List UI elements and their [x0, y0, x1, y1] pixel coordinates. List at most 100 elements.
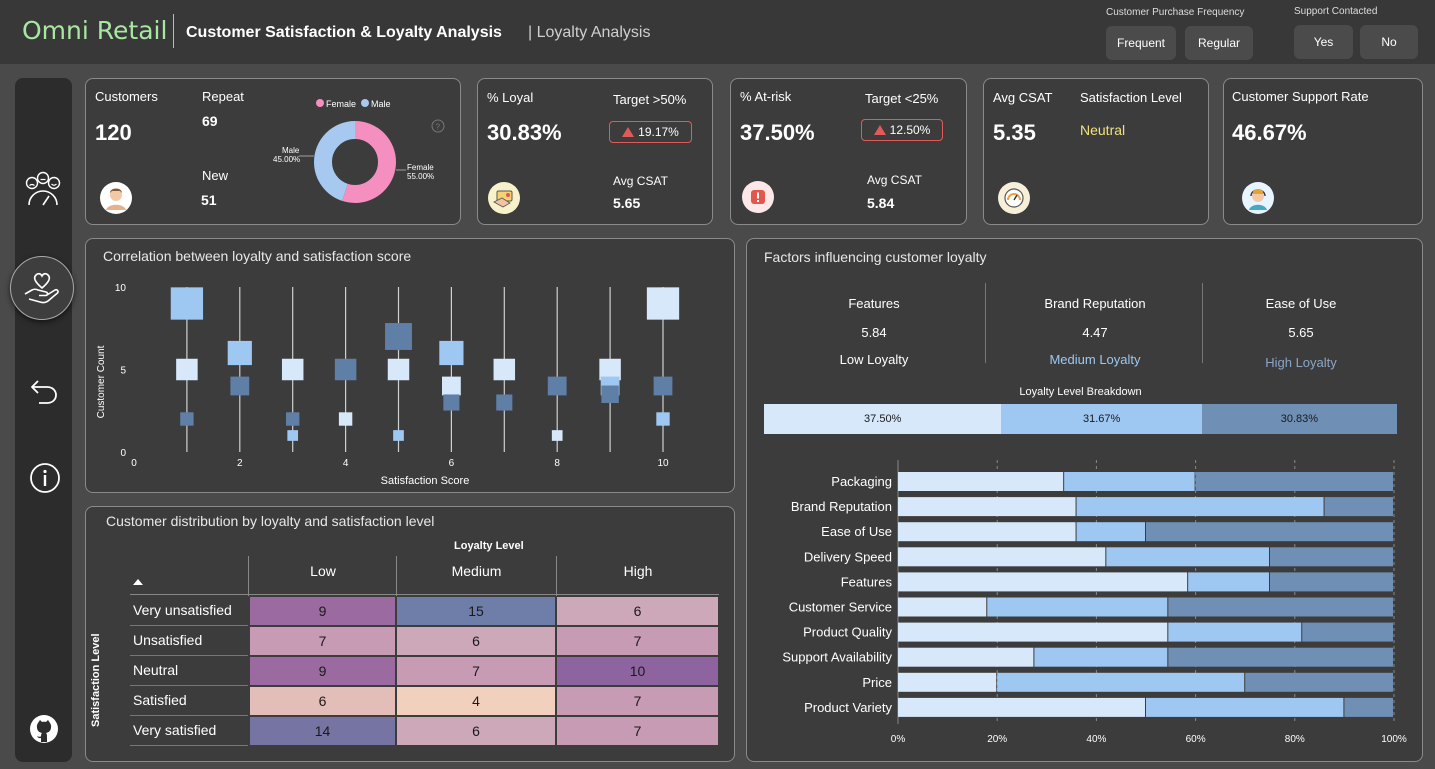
- bar-segment[interactable]: [1076, 497, 1324, 517]
- scatter-point[interactable]: [387, 358, 410, 381]
- scatter-point[interactable]: [385, 323, 412, 350]
- factor-loyalty-level: Low Loyalty: [839, 352, 909, 367]
- bar-segment[interactable]: [1270, 572, 1393, 592]
- bar-segment[interactable]: [1106, 547, 1269, 567]
- bar-segment[interactable]: [1168, 597, 1393, 617]
- regular-button[interactable]: Regular: [1185, 26, 1253, 60]
- category-label: Packaging: [831, 474, 892, 489]
- legend-male-dot: [361, 99, 369, 107]
- matrix-cell[interactable]: 14: [250, 717, 395, 745]
- category-label: Customer Service: [789, 600, 892, 615]
- scatter-point[interactable]: [646, 287, 680, 320]
- matrix-cell[interactable]: 6: [557, 597, 718, 625]
- scatter-point[interactable]: [227, 340, 252, 366]
- support-yes-button[interactable]: Yes: [1294, 25, 1353, 59]
- bar-segment[interactable]: [898, 547, 1106, 567]
- breakdown-segment[interactable]: 37.50%: [764, 404, 1002, 434]
- matrix-cell[interactable]: 4: [397, 687, 555, 715]
- donut-male-slice[interactable]: [314, 121, 396, 203]
- bar-segment[interactable]: [1064, 472, 1195, 491]
- scatter-point[interactable]: [338, 412, 353, 426]
- scatter-point[interactable]: [551, 430, 563, 441]
- help-icon[interactable]: [431, 119, 445, 133]
- bar-segment[interactable]: [1270, 547, 1393, 567]
- scatter-point[interactable]: [334, 358, 357, 381]
- matrix-cell[interactable]: 9: [250, 597, 395, 625]
- frequent-button[interactable]: Frequent: [1106, 26, 1176, 60]
- loyalty-hand-heart-icon[interactable]: [10, 256, 74, 320]
- scatter-point[interactable]: [230, 376, 250, 396]
- scatter-point[interactable]: [281, 358, 304, 381]
- breakdown-segment[interactable]: 31.67%: [1001, 404, 1202, 434]
- top-header: Omni Retail Customer Satisfaction & Loya…: [0, 0, 1435, 64]
- bar-segment[interactable]: [1076, 522, 1145, 542]
- bar-segment[interactable]: [1168, 647, 1393, 667]
- scatter-point[interactable]: [496, 394, 513, 411]
- factor-loyalty-level: Medium Loyalty: [1049, 352, 1141, 367]
- scatter-point[interactable]: [493, 358, 516, 381]
- bar-segment[interactable]: [898, 622, 1168, 642]
- matrix-cell[interactable]: 7: [557, 717, 718, 745]
- github-icon[interactable]: [28, 713, 60, 745]
- scatter-point[interactable]: [442, 376, 461, 396]
- bar-segment[interactable]: [898, 572, 1188, 592]
- bar-segment[interactable]: [1245, 672, 1393, 692]
- scatter-point[interactable]: [176, 358, 198, 381]
- scatter-point[interactable]: [601, 385, 619, 403]
- scatter-point[interactable]: [439, 340, 464, 366]
- info-icon[interactable]: [28, 461, 62, 495]
- matrix-cell[interactable]: 10: [557, 657, 718, 685]
- scatter-point[interactable]: [393, 430, 404, 441]
- bar-segment[interactable]: [1034, 647, 1168, 667]
- x-tick-label: 60%: [1186, 734, 1206, 745]
- bar-segment[interactable]: [898, 472, 1064, 491]
- satisfaction-level-label: Satisfaction Level: [1080, 90, 1182, 105]
- bar-segment[interactable]: [1195, 472, 1393, 491]
- bar-segment[interactable]: [1324, 497, 1393, 517]
- sort-asc-icon[interactable]: [133, 579, 143, 585]
- bar-segment[interactable]: [1302, 622, 1393, 642]
- bar-segment[interactable]: [1344, 697, 1393, 717]
- scatter-point[interactable]: [653, 376, 673, 396]
- bar-segment[interactable]: [1188, 572, 1269, 592]
- scatter-point[interactable]: [286, 412, 300, 426]
- bar-segment[interactable]: [1168, 622, 1302, 642]
- bar-segment[interactable]: [1146, 522, 1393, 542]
- scatter-point[interactable]: [180, 412, 194, 426]
- scatter-point[interactable]: [443, 394, 460, 411]
- category-label: Delivery Speed: [804, 549, 892, 564]
- matrix-cell[interactable]: 7: [250, 627, 395, 655]
- matrix-cell[interactable]: 6: [250, 687, 395, 715]
- matrix-cell[interactable]: 7: [557, 687, 718, 715]
- bar-segment[interactable]: [898, 522, 1076, 542]
- nav-sidebar: [15, 78, 72, 762]
- matrix-row-label: Unsatisfied: [133, 632, 203, 648]
- breakdown-segment[interactable]: 30.83%: [1201, 404, 1397, 434]
- matrix-column-header: High: [623, 563, 653, 579]
- bar-segment[interactable]: [898, 597, 987, 617]
- bar-segment[interactable]: [898, 647, 1034, 667]
- bar-segment[interactable]: [1146, 697, 1344, 717]
- bar-segment[interactable]: [898, 697, 1145, 717]
- back-arrow-icon[interactable]: [28, 374, 60, 408]
- divider: [130, 745, 248, 746]
- bar-segment[interactable]: [898, 497, 1076, 517]
- matrix-cell[interactable]: 15: [397, 597, 555, 625]
- matrix-cell[interactable]: 9: [250, 657, 395, 685]
- bar-segment[interactable]: [898, 672, 997, 692]
- scatter-point[interactable]: [656, 412, 670, 426]
- matrix-cell[interactable]: 7: [397, 657, 555, 685]
- scatter-point[interactable]: [287, 430, 299, 441]
- matrix-cell[interactable]: 6: [397, 627, 555, 655]
- scatter-point[interactable]: [547, 376, 567, 396]
- category-label: Product Quality: [803, 625, 892, 640]
- scatter-point[interactable]: [170, 287, 204, 320]
- support-no-button[interactable]: No: [1360, 25, 1418, 59]
- bar-segment[interactable]: [997, 672, 1245, 692]
- donut-female-pct: 55.00%: [407, 172, 434, 181]
- matrix-cell[interactable]: 7: [557, 627, 718, 655]
- scatter-point[interactable]: [599, 358, 621, 381]
- bar-segment[interactable]: [987, 597, 1168, 617]
- matrix-cell[interactable]: 6: [397, 717, 555, 745]
- satisfaction-gauge-icon[interactable]: [18, 168, 68, 210]
